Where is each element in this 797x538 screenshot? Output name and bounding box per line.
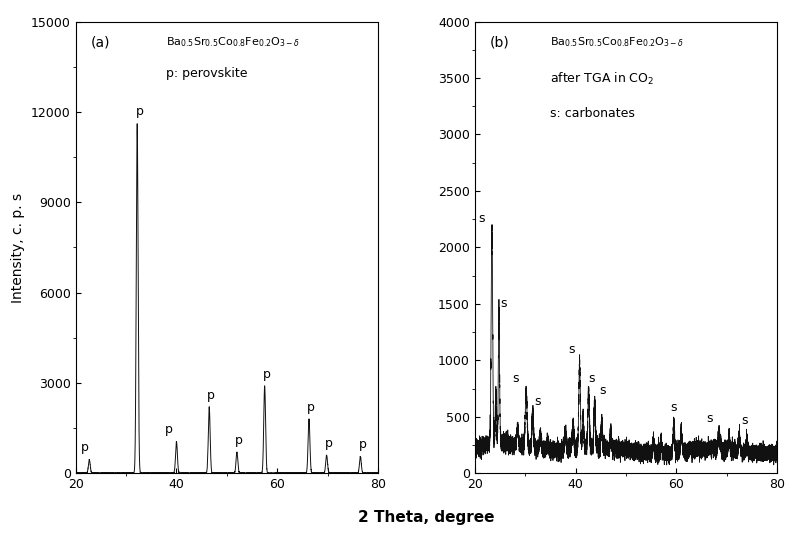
Text: s: s [741, 414, 748, 427]
Text: (a): (a) [91, 35, 110, 49]
Text: p: p [207, 389, 215, 402]
Text: s: s [599, 384, 606, 397]
Text: s: s [569, 343, 575, 356]
Text: s: s [535, 395, 541, 408]
Text: s: s [706, 412, 713, 425]
Text: Ba$_{0.5}$Sr$_{0.5}$Co$_{0.8}$Fe$_{0.2}$O$_{3-\delta}$: Ba$_{0.5}$Sr$_{0.5}$Co$_{0.8}$Fe$_{0.2}$… [167, 35, 300, 49]
Text: p: p [165, 423, 173, 436]
Text: (b): (b) [490, 35, 509, 49]
Text: p: p [324, 437, 332, 450]
Text: s: s [501, 296, 507, 309]
Text: s: s [670, 401, 677, 414]
Text: p: p [307, 401, 315, 414]
Text: p: perovskite: p: perovskite [167, 67, 248, 80]
Text: s: carbonates: s: carbonates [551, 108, 635, 121]
Text: s: s [588, 372, 595, 385]
Text: Ba$_{0.5}$Sr$_{0.5}$Co$_{0.8}$Fe$_{0.2}$O$_{3-\delta}$: Ba$_{0.5}$Sr$_{0.5}$Co$_{0.8}$Fe$_{0.2}$… [551, 35, 685, 49]
Text: p: p [135, 105, 143, 118]
Text: 2 Theta, degree: 2 Theta, degree [358, 509, 495, 525]
Text: p: p [235, 434, 243, 447]
Text: p: p [359, 438, 367, 451]
Text: after TGA in CO$_2$: after TGA in CO$_2$ [551, 71, 654, 87]
Text: p: p [263, 367, 271, 381]
Text: s: s [478, 212, 485, 225]
Text: p: p [81, 442, 89, 455]
Y-axis label: Intensity, c. p. s: Intensity, c. p. s [11, 193, 26, 302]
Text: s: s [512, 372, 518, 385]
